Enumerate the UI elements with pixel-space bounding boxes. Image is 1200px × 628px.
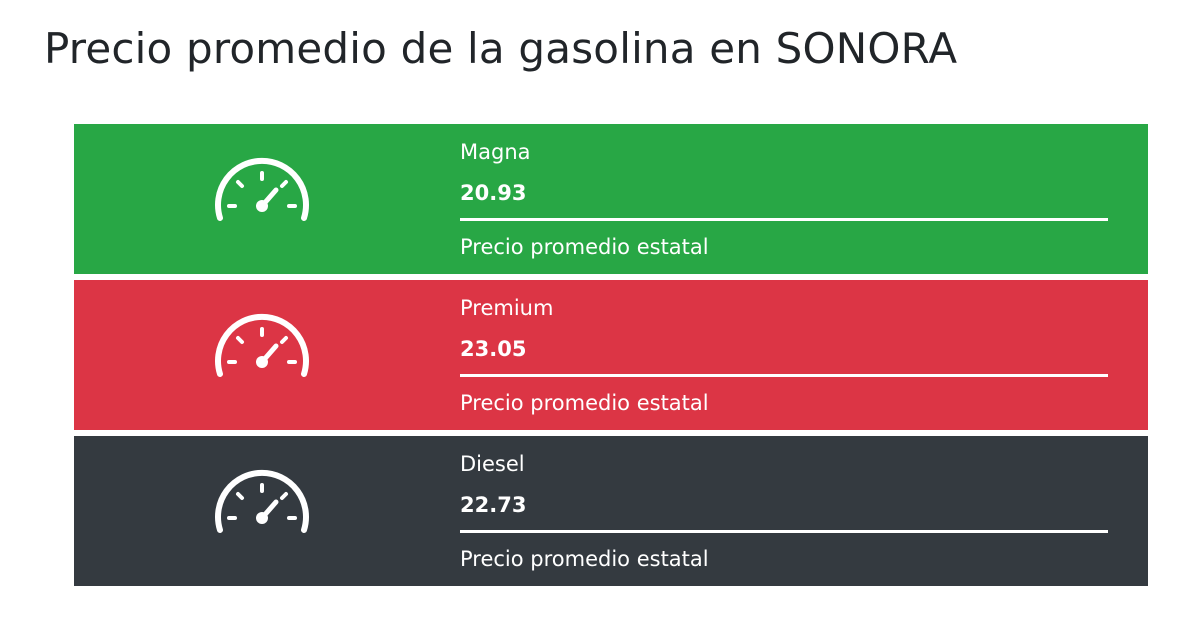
progress-bar [460, 374, 1108, 377]
card-diesel: Diesel 22.73 Precio promedio estatal [74, 436, 1148, 586]
fuel-price: 22.73 [460, 493, 527, 517]
progress-bar-fill [460, 218, 1108, 221]
fuel-description: Precio promedio estatal [460, 235, 709, 259]
fuel-description: Precio promedio estatal [460, 547, 709, 571]
card-body: Diesel 22.73 Precio promedio estatal [460, 450, 1108, 573]
speedometer-icon [212, 306, 312, 406]
progress-bar [460, 530, 1108, 533]
fuel-name: Premium [460, 296, 554, 320]
fuel-description: Precio promedio estatal [460, 391, 709, 415]
card-premium: Premium 23.05 Precio promedio estatal [74, 280, 1148, 430]
speedometer-icon [212, 462, 312, 562]
progress-bar-fill [460, 530, 1108, 533]
fuel-name: Magna [460, 140, 531, 164]
card-magna: Magna 20.93 Precio promedio estatal [74, 124, 1148, 274]
fuel-price: 20.93 [460, 181, 527, 205]
progress-bar-fill [460, 374, 1108, 377]
fuel-price: 23.05 [460, 337, 527, 361]
progress-bar [460, 218, 1108, 221]
card-body: Magna 20.93 Precio promedio estatal [460, 138, 1108, 261]
card-body: Premium 23.05 Precio promedio estatal [460, 294, 1108, 417]
price-cards: Magna 20.93 Precio promedio estatal Prem… [74, 124, 1148, 586]
speedometer-icon [212, 150, 312, 250]
fuel-name: Diesel [460, 452, 525, 476]
page-title: Precio promedio de la gasolina en SONORA [44, 24, 958, 73]
